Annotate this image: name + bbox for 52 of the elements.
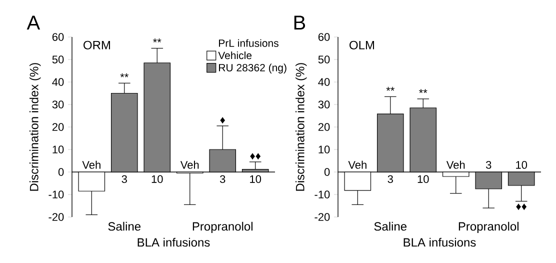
legend-label: Vehicle (218, 51, 252, 60)
x-tick-label: 10 (250, 175, 262, 183)
x-tick-label: Veh (82, 160, 100, 169)
y-tick-label: 60 (52, 33, 64, 41)
x-tick-label: 3 (486, 161, 492, 169)
x-axis-title: BLA infusions (138, 238, 210, 247)
chart-title: A (26, 16, 40, 30)
x-axis-title: BLA infusions (404, 238, 476, 247)
text: Propranolol (192, 222, 252, 234)
y-tick-label: -20 (314, 213, 330, 221)
y-tick-label: -20 (48, 213, 64, 221)
y-tick-label: 10 (52, 146, 64, 154)
text: Saline (108, 222, 141, 231)
annotation: ** (120, 73, 128, 78)
chart-title: B (294, 16, 306, 30)
y-tick-label: 30 (318, 100, 330, 108)
y-tick-label: 50 (318, 56, 330, 64)
annotation: ♦♦ (250, 152, 261, 160)
chart-subtitle: ORM (84, 40, 110, 50)
x-tick-label: Veh (446, 160, 465, 169)
y-tick-label: 30 (52, 100, 64, 108)
y-tick-label: 20 (318, 123, 330, 131)
x-tick-label: 3 (220, 175, 226, 183)
text: Saline (374, 222, 407, 231)
y-tick-label: -10 (48, 190, 64, 198)
annotation: ** (419, 89, 428, 93)
x-tick-label: 3 (388, 175, 393, 183)
annotation: ♦ (220, 116, 226, 124)
x-tick-label: 10 (152, 175, 163, 183)
x-tick-label: 10 (418, 175, 429, 183)
text: Propranolol (458, 222, 518, 234)
x-tick-label: Veh (348, 160, 366, 169)
y-tick-label: 40 (52, 78, 64, 86)
y-axis-title: Discrimination index (%) (30, 63, 41, 191)
y-tick-label: 50 (52, 56, 64, 64)
annotation: ** (153, 38, 162, 42)
annotation: ** (386, 86, 394, 91)
y-axis-title: Discrimination index (%) (296, 63, 307, 191)
legend-title: PrL infusions (219, 39, 278, 47)
y-tick-label: 60 (318, 33, 330, 41)
y-tick-label: 40 (318, 78, 330, 86)
x-tick-label: 3 (122, 175, 127, 183)
x-tick-label: Veh (180, 160, 199, 169)
chart-subtitle: OLM (350, 40, 374, 50)
annotation: ♦♦ (516, 203, 527, 210)
legend-label: RU 28362 (ng) (219, 64, 286, 74)
y-tick-label: 10 (318, 146, 330, 154)
y-tick-label: -10 (314, 190, 330, 198)
x-tick-label: 10 (516, 161, 528, 169)
y-tick-label: 0 (324, 168, 330, 176)
y-tick-label: 0 (58, 168, 64, 176)
y-tick-label: 20 (52, 123, 64, 131)
